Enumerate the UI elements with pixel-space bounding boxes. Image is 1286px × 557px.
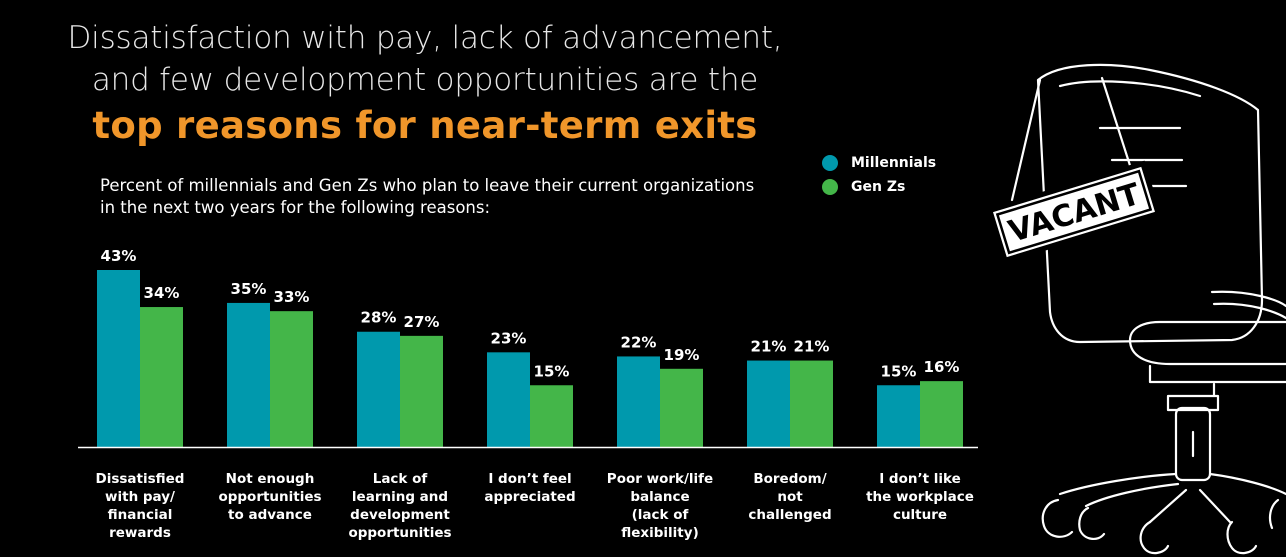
category-label: Boredom/not challenged xyxy=(748,471,831,523)
chart-subtitle-line-1: Percent of millennials and Gen Zs who pl… xyxy=(100,176,755,195)
bar-millennials xyxy=(877,385,920,447)
data-label: 15% xyxy=(534,362,570,380)
vacant-sign: VACANT xyxy=(986,160,1162,264)
data-label: 15% xyxy=(881,362,917,380)
chair-leg xyxy=(1058,472,1178,496)
bar-genz xyxy=(920,381,963,447)
data-label: 21% xyxy=(794,338,830,356)
chair-backrest xyxy=(1036,63,1264,344)
data-label: 34% xyxy=(144,284,180,302)
chart-title-line-2: and few development opportunities are th… xyxy=(91,62,759,98)
data-label: 33% xyxy=(274,288,310,306)
bar-genz xyxy=(660,368,703,447)
legend-swatch-genz xyxy=(822,179,838,195)
category-label: Poor work/life balance (lack of flexibility… xyxy=(607,471,713,541)
chart-title-line-1: Dissatisfaction with pay, lack of advanc… xyxy=(67,20,783,56)
bar-millennials xyxy=(227,302,270,447)
chair-leg xyxy=(1198,488,1232,524)
bar-genz xyxy=(530,385,573,447)
bar-genz xyxy=(400,335,443,447)
chair-caster xyxy=(1139,520,1170,555)
data-label: 28% xyxy=(361,309,397,327)
category-label: Not enough opportunities to advance xyxy=(218,471,321,523)
chair-caster xyxy=(1268,498,1280,530)
chair-leg xyxy=(1148,488,1188,524)
bar-genz xyxy=(270,311,313,447)
chair-leg xyxy=(1084,482,1180,508)
bar-millennials xyxy=(487,352,530,447)
chair-armrest xyxy=(1210,290,1286,308)
bar-millennials xyxy=(747,360,790,447)
chair-caster xyxy=(1041,498,1074,538)
chair-leg xyxy=(1208,472,1286,496)
data-label: 35% xyxy=(231,280,267,298)
chair-seat-top xyxy=(1128,320,1286,342)
chart-title-highlight: top reasons for near-term exits xyxy=(92,104,758,147)
vacant-sign-inner-border xyxy=(995,169,1153,255)
legend-item-millennials: Millennials xyxy=(822,155,936,171)
bar-millennials xyxy=(617,356,660,447)
data-label: 21% xyxy=(751,338,787,356)
chair-caster xyxy=(1226,520,1258,555)
chair-gas-column xyxy=(1174,406,1212,482)
bar-genz xyxy=(140,307,183,447)
category-label: Lack of learning and development opportunit… xyxy=(348,471,451,541)
category-label: I don’t feel appreciated xyxy=(484,471,575,505)
legend-swatch-millennials xyxy=(822,155,838,171)
category-label: Dissatisfied with pay/financial rewards xyxy=(96,471,185,541)
data-label: 19% xyxy=(664,346,700,364)
data-label: 22% xyxy=(621,333,657,351)
data-label: 16% xyxy=(924,358,960,376)
chair-seat-base xyxy=(1148,364,1286,384)
chair-armrest xyxy=(1212,302,1286,320)
bar-millennials xyxy=(357,331,400,447)
chair-seat-bottom xyxy=(1128,338,1286,366)
category-label: I don’t like the workplace culture xyxy=(866,471,974,523)
chair-caster xyxy=(1078,506,1106,540)
data-label: 27% xyxy=(404,313,440,331)
legend-label-millennials: Millennials xyxy=(851,155,937,171)
data-label: 23% xyxy=(491,329,527,347)
data-label: 43% xyxy=(101,247,137,265)
legend-label-genz: Gen Zs xyxy=(851,179,906,195)
chair-backrest-edge xyxy=(1058,80,1202,98)
sign-string xyxy=(1010,78,1042,202)
bar-millennials xyxy=(97,270,140,447)
bar-genz xyxy=(790,360,833,447)
sign-string xyxy=(1100,76,1136,180)
chart-subtitle-line-2: in the next two years for the following … xyxy=(100,198,491,217)
chair-column-cap xyxy=(1166,394,1220,412)
vacant-sign-board xyxy=(986,160,1162,264)
legend-item-genz: Gen Zs xyxy=(822,179,905,195)
